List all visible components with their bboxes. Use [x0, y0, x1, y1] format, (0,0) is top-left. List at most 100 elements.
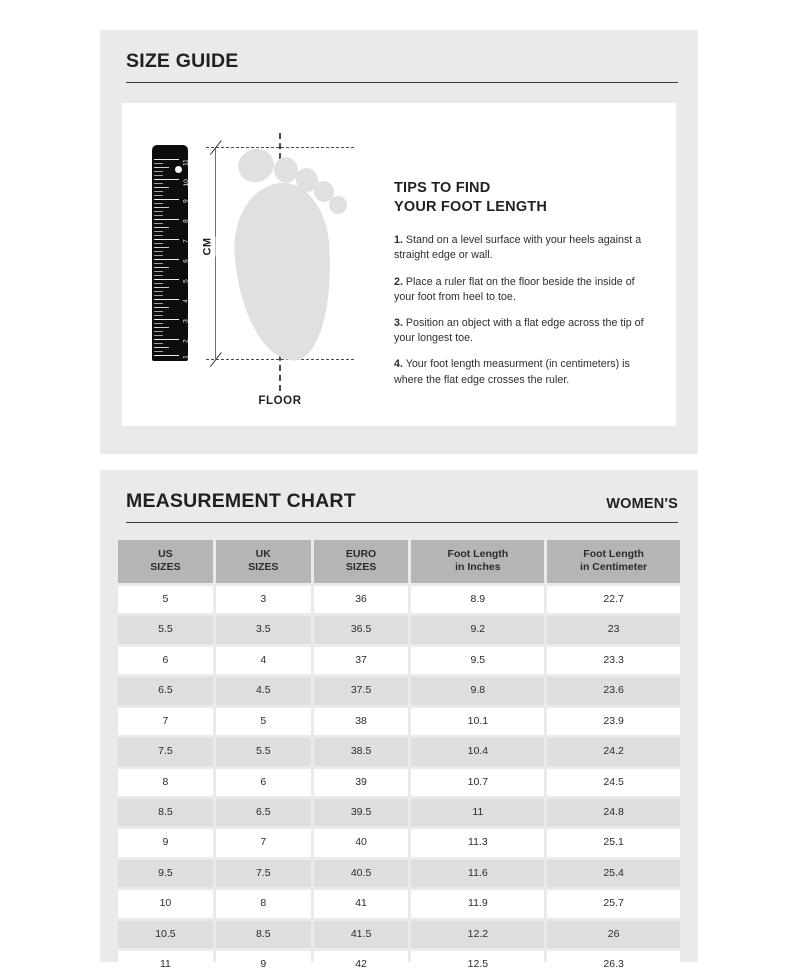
cell-foot-length-inches: 12.5	[411, 951, 545, 978]
table-row: 11 9 42 12.5 26.3	[118, 951, 680, 978]
tip-item: 4. Your foot length measurment (in centi…	[394, 357, 656, 387]
column-header-line-1: Foot Length	[447, 548, 509, 560]
ruler-number: 8	[183, 219, 188, 223]
tip-item: 2. Place a ruler flat on the floor besid…	[394, 275, 656, 305]
cell-foot-length-cm: 22.7	[547, 585, 680, 614]
cell-us-size: 7.5	[118, 738, 213, 766]
measurement-chart-panel: WOMEN'S MEASUREMENT CHART US SIZES UK SI…	[100, 470, 698, 978]
table-header-row: US SIZES UK SIZES EURO SIZES Foot Length…	[118, 540, 680, 583]
column-header-line-2: SIZES	[248, 561, 279, 574]
cell-uk-size: 6	[215, 768, 311, 796]
table-row: 6 4 37 9.5 23.3	[118, 646, 680, 675]
column-header-foot-length-centimeter: Foot Length in Centimeter	[547, 540, 680, 583]
cell-foot-length-cm: 23.3	[547, 646, 680, 675]
tip-text: Place a ruler flat on the floor beside t…	[394, 275, 635, 303]
cell-euro-size: 41	[313, 890, 409, 918]
cell-uk-size: 4	[215, 646, 311, 675]
cell-us-size: 8.5	[118, 798, 213, 827]
cell-foot-length-cm: 24.2	[547, 738, 680, 766]
cell-euro-size: 36	[313, 585, 409, 614]
tip-item: 3. Position an object with a flat edge a…	[394, 316, 656, 346]
column-header-line-2: in Centimeter	[580, 561, 648, 574]
cell-euro-size: 36.5	[313, 616, 409, 644]
column-header-foot-length-inches: Foot Length in Inches	[411, 540, 545, 583]
ruler-number: 7	[183, 239, 188, 243]
cell-euro-size: 41.5	[313, 920, 409, 949]
cell-foot-length-inches: 9.2	[411, 616, 545, 644]
table-row: 7.5 5.5 38.5 10.4 24.2	[118, 738, 680, 766]
cell-foot-length-cm: 23.9	[547, 707, 680, 736]
floor-label: FLOOR	[258, 395, 302, 407]
cell-euro-size: 37	[313, 646, 409, 675]
tip-number: 1.	[394, 234, 403, 247]
cm-axis-label: CM	[200, 236, 216, 257]
cell-us-size: 9	[118, 829, 213, 857]
cell-foot-length-inches: 11.6	[411, 859, 545, 888]
cell-foot-length-inches: 11	[411, 798, 545, 827]
cell-uk-size: 9	[215, 951, 311, 978]
column-header-us-sizes: US SIZES	[118, 540, 213, 583]
column-header-line-1: UK	[255, 548, 271, 560]
cell-foot-length-cm: 24.5	[547, 768, 680, 796]
cell-us-size: 11	[118, 951, 213, 978]
table-row: 8.5 6.5 39.5 11 24.8	[118, 798, 680, 827]
column-header-uk-sizes: UK SIZES	[215, 540, 311, 583]
cell-uk-size: 6.5	[215, 798, 311, 827]
foot-toe-5-shape	[329, 196, 347, 214]
foot-toe-1-shape	[233, 143, 279, 188]
column-header-line-2: SIZES	[150, 561, 181, 574]
measurement-chart-header: WOMEN'S MEASUREMENT CHART	[126, 490, 678, 512]
size-guide-header: SIZE GUIDE	[126, 50, 678, 72]
cell-foot-length-inches: 9.8	[411, 677, 545, 705]
cell-foot-length-cm: 23	[547, 616, 680, 644]
measurement-chart-header-rule	[126, 522, 678, 523]
tip-item: 1. Stand on a level surface with your he…	[394, 233, 656, 263]
cell-us-size: 7	[118, 707, 213, 736]
measurement-chart-title: MEASUREMENT CHART	[126, 490, 356, 512]
table-row: 5.5 3.5 36.5 9.2 23	[118, 616, 680, 644]
cell-us-size: 8	[118, 768, 213, 796]
ruler-icon: 11 10 9 8	[152, 145, 188, 361]
cell-foot-length-inches: 10.4	[411, 738, 545, 766]
cell-foot-length-cm: 26	[547, 920, 680, 949]
size-guide-panel: SIZE GUIDE 11 10 9	[100, 30, 698, 454]
table-row: 8 6 39 10.7 24.5	[118, 768, 680, 796]
tip-text: Your foot length measurment (in centimet…	[394, 358, 630, 386]
table-row: 10 8 41 11.9 25.7	[118, 890, 680, 918]
cell-uk-size: 8	[215, 890, 311, 918]
tip-number: 3.	[394, 317, 403, 329]
table-row: 9 7 40 11.3 25.1	[118, 829, 680, 857]
ruler-number: 10	[182, 179, 188, 187]
column-header-line-1: Foot Length	[583, 548, 644, 560]
table-row: 10.5 8.5 41.5 12.2 26	[118, 920, 680, 949]
cell-uk-size: 4.5	[215, 677, 311, 705]
ruler-number: 6	[183, 259, 188, 263]
column-header-line-2: SIZES	[345, 561, 377, 574]
ruler-number: 4	[183, 299, 188, 303]
page-title: SIZE GUIDE	[126, 50, 239, 72]
cell-us-size: 5	[118, 585, 213, 614]
cell-foot-length-cm: 24.8	[547, 798, 680, 827]
cell-us-size: 9.5	[118, 859, 213, 888]
cell-euro-size: 38	[313, 707, 409, 736]
cell-foot-length-inches: 10.1	[411, 707, 545, 736]
cell-us-size: 10.5	[118, 920, 213, 949]
size-table: US SIZES UK SIZES EURO SIZES Foot Length…	[118, 540, 680, 978]
cell-us-size: 6.5	[118, 677, 213, 705]
cell-uk-size: 8.5	[215, 920, 311, 949]
cell-foot-length-inches: 8.9	[411, 585, 545, 614]
tip-number: 4.	[394, 358, 403, 371]
foot-sole-shape	[229, 179, 338, 365]
table-row: 5 3 36 8.9 22.7	[118, 585, 680, 614]
column-header-line-1: EURO	[345, 548, 377, 560]
cell-uk-size: 3	[215, 585, 311, 614]
cell-foot-length-inches: 9.5	[411, 646, 545, 675]
cell-uk-size: 7.5	[215, 859, 311, 888]
ruler-number: 1	[183, 355, 188, 359]
cell-foot-length-cm: 25.4	[547, 859, 680, 888]
column-header-line-2: in Inches	[455, 561, 501, 574]
ruler-number: 11	[182, 159, 188, 166]
ruler-number: 2	[183, 339, 188, 343]
chart-category-label: WOMEN'S	[606, 496, 678, 512]
